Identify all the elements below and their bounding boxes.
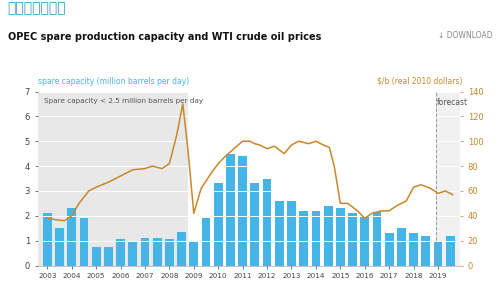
Bar (38, 92, 188, 266)
Bar (436, 92, 460, 266)
Text: $/b (real 2010 dollars): $/b (real 2010 dollars) (377, 76, 462, 85)
Bar (360, 216, 369, 266)
Text: Spare capacity < 2.5 million barrels per day: Spare capacity < 2.5 million barrels per… (44, 98, 203, 104)
Bar (409, 233, 418, 266)
Bar (300, 211, 308, 266)
Bar (348, 213, 357, 266)
Bar (68, 208, 76, 266)
Bar (434, 241, 442, 266)
Bar (262, 178, 272, 266)
Bar (116, 239, 125, 266)
Bar (55, 228, 64, 266)
Bar (275, 201, 283, 266)
Text: OPEC spare production capacity and WTI crude oil prices: OPEC spare production capacity and WTI c… (8, 32, 321, 41)
Bar (397, 228, 406, 266)
Bar (140, 238, 149, 266)
Bar (226, 154, 235, 266)
Bar (214, 184, 222, 266)
Bar (104, 247, 112, 266)
Bar (372, 212, 382, 266)
Bar (422, 236, 430, 266)
Bar (153, 238, 162, 266)
Bar (446, 236, 454, 266)
Text: forecast: forecast (437, 98, 468, 107)
Bar (250, 184, 260, 266)
Bar (324, 206, 332, 266)
Bar (202, 218, 210, 266)
Text: ↓ DOWNLOAD: ↓ DOWNLOAD (438, 32, 492, 40)
Text: 价格上涨的能力: 价格上涨的能力 (8, 2, 66, 16)
Text: spare capacity (million barrels per day): spare capacity (million barrels per day) (38, 76, 189, 85)
Bar (312, 211, 320, 266)
Bar (177, 232, 186, 266)
Bar (128, 241, 137, 266)
Bar (92, 247, 100, 266)
Bar (43, 213, 52, 266)
Bar (238, 156, 247, 266)
Bar (287, 201, 296, 266)
Bar (190, 241, 198, 266)
Bar (385, 233, 394, 266)
Bar (336, 208, 344, 266)
Bar (80, 218, 88, 266)
Bar (165, 239, 174, 266)
